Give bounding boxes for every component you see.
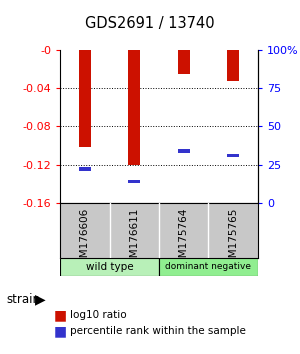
Bar bbox=[128, 179, 140, 183]
Text: dominant negative: dominant negative bbox=[166, 262, 251, 272]
Bar bbox=[79, 50, 91, 147]
Text: GSM176611: GSM176611 bbox=[129, 207, 139, 271]
Bar bbox=[178, 149, 190, 153]
Bar bbox=[227, 50, 239, 81]
Bar bbox=[178, 50, 190, 74]
Text: GSM175765: GSM175765 bbox=[228, 207, 238, 271]
Text: percentile rank within the sample: percentile rank within the sample bbox=[70, 326, 246, 336]
Text: ■: ■ bbox=[54, 308, 67, 322]
Text: strain: strain bbox=[6, 293, 40, 306]
Bar bbox=[128, 50, 140, 165]
Bar bbox=[79, 167, 91, 171]
Text: GDS2691 / 13740: GDS2691 / 13740 bbox=[85, 16, 215, 30]
Bar bbox=[227, 154, 239, 158]
Text: log10 ratio: log10 ratio bbox=[70, 310, 127, 320]
Text: GSM175764: GSM175764 bbox=[179, 207, 189, 271]
Bar bbox=[159, 258, 258, 276]
Text: ▶: ▶ bbox=[34, 292, 45, 306]
Text: GSM176606: GSM176606 bbox=[80, 207, 90, 271]
Text: wild type: wild type bbox=[86, 262, 133, 272]
Text: ■: ■ bbox=[54, 324, 67, 338]
Bar bbox=[60, 258, 159, 276]
